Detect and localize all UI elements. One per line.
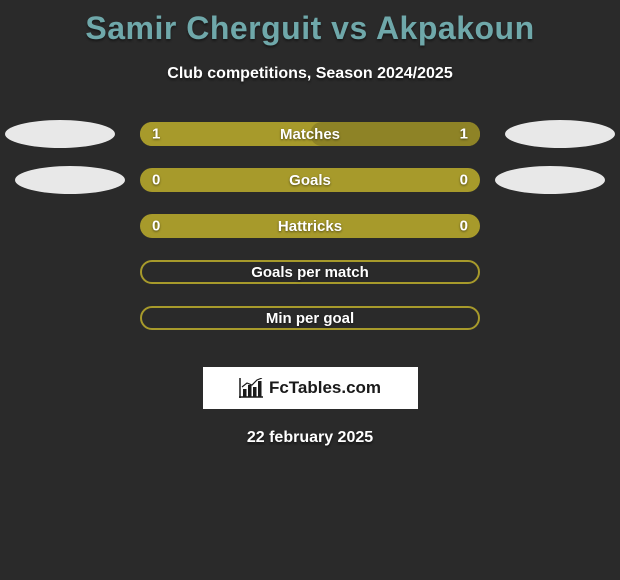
stat-value-left: 0 (152, 218, 160, 235)
stat-label: Goals (289, 172, 331, 189)
stat-label: Hattricks (278, 218, 342, 235)
stat-bar: Min per goal (140, 306, 480, 330)
bar-chart-icon (239, 378, 263, 398)
stat-row: Min per goal (0, 303, 620, 349)
stat-value-right: 0 (460, 218, 468, 235)
stats-rows: 1 1 Matches 0 0 Goals 0 0 Hattricks Goals per mat… (0, 119, 620, 349)
stat-bar: 1 1 Matches (140, 122, 480, 146)
player-right-ellipse (495, 166, 605, 194)
logo-box[interactable]: FcTables.com (203, 367, 418, 409)
subtitle: Club competitions, Season 2024/2025 (0, 65, 620, 83)
stat-bar: 0 0 Hattricks (140, 214, 480, 238)
stat-label: Min per goal (266, 310, 354, 327)
stat-value-left: 1 (152, 126, 160, 143)
stat-bar: Goals per match (140, 260, 480, 284)
player-left-ellipse (5, 120, 115, 148)
stat-row: 1 1 Matches (0, 119, 620, 165)
stat-value-left: 0 (152, 172, 160, 189)
date-label: 22 february 2025 (0, 429, 620, 447)
stat-row: Goals per match (0, 257, 620, 303)
stat-bar: 0 0 Goals (140, 168, 480, 192)
stat-row: 0 0 Hattricks (0, 211, 620, 257)
logo-text: FcTables.com (269, 378, 381, 398)
stat-row: 0 0 Goals (0, 165, 620, 211)
page-title: Samir Cherguit vs Akpakoun (0, 0, 620, 47)
stat-label: Goals per match (251, 264, 369, 281)
stat-value-right: 0 (460, 172, 468, 189)
stat-value-right: 1 (460, 126, 468, 143)
player-left-ellipse (15, 166, 125, 194)
player-right-ellipse (505, 120, 615, 148)
stat-label: Matches (280, 126, 340, 143)
